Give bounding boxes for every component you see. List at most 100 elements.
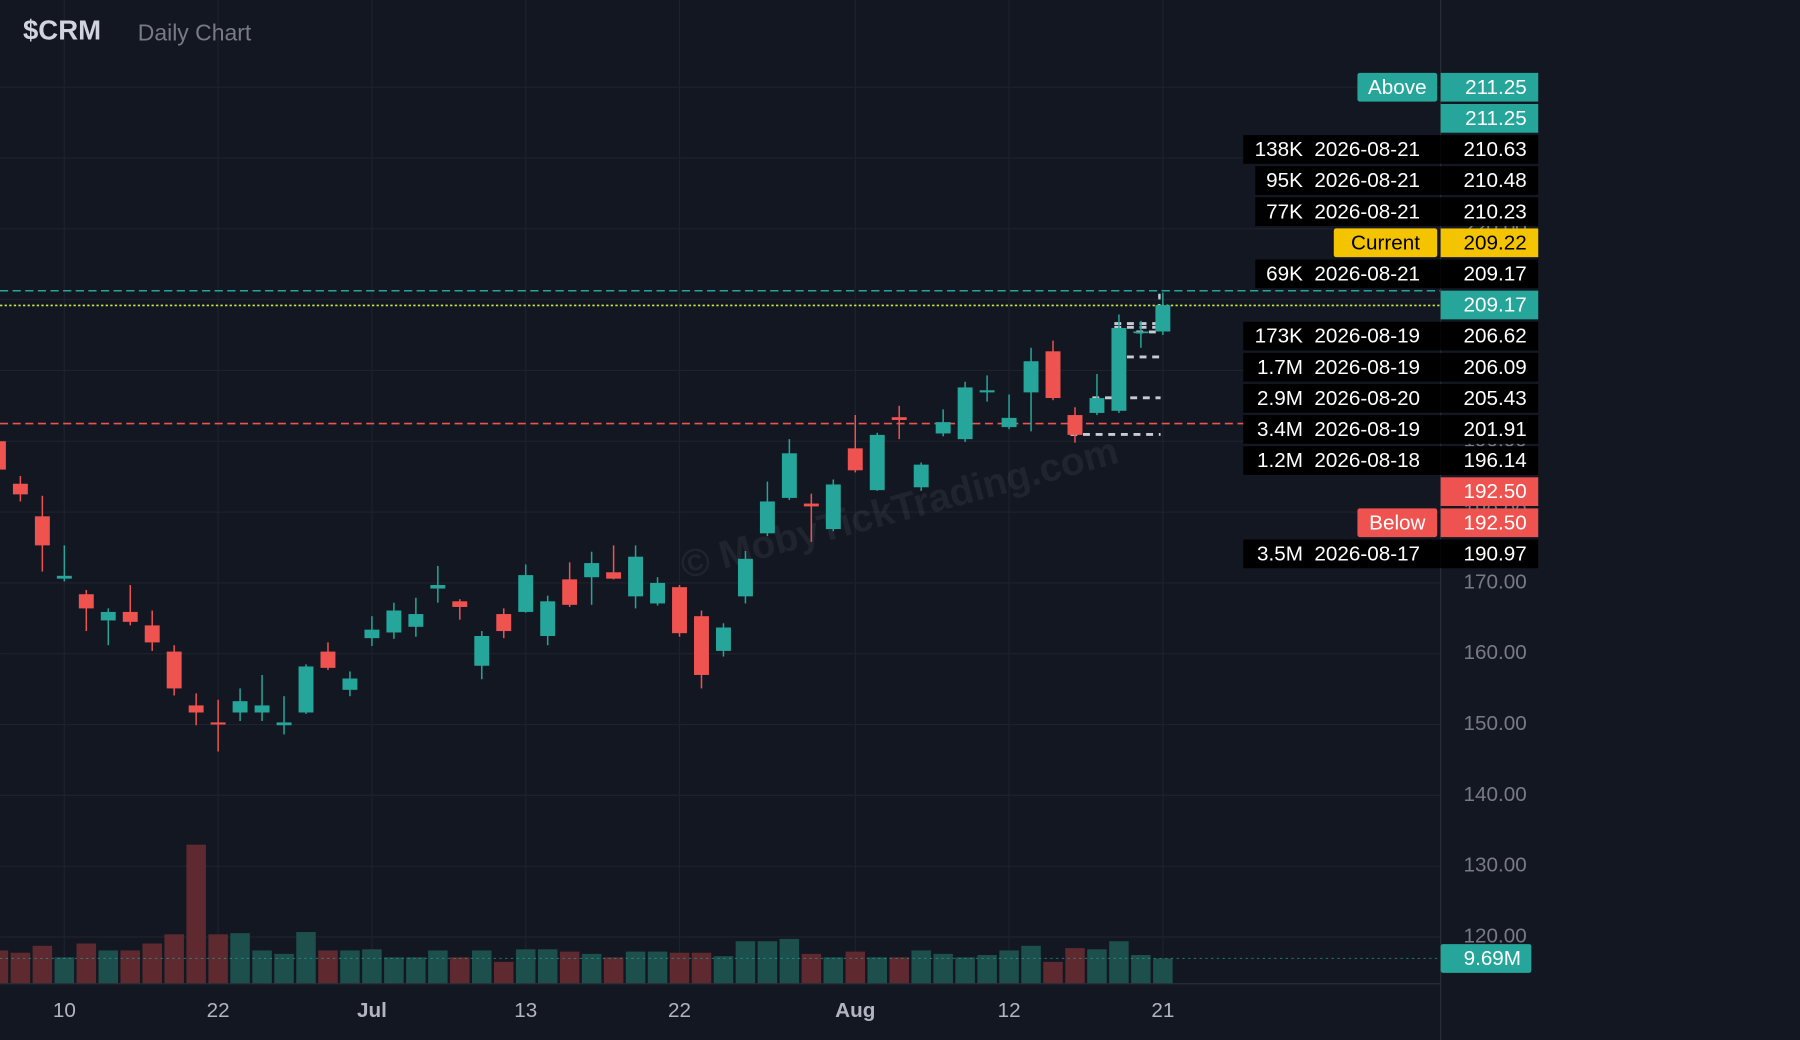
volume-bar (0, 950, 9, 984)
volume-bar (757, 941, 778, 984)
y-tick-label: 150.00 (1464, 712, 1527, 735)
candle-body (1045, 351, 1061, 399)
candle-body (562, 579, 578, 605)
volume-bar (559, 951, 580, 984)
candle-body (122, 611, 138, 622)
candle-body (518, 575, 534, 612)
volume-bar (472, 950, 492, 984)
candle-body (540, 601, 556, 637)
volume-bar (691, 952, 712, 984)
candle-body (144, 625, 160, 643)
candle-body (364, 629, 380, 639)
price-label: 205.43 (1464, 387, 1527, 410)
volume-bar (142, 943, 162, 984)
y-tick-label: 120.00 (1464, 924, 1527, 947)
order-size: 77K (1266, 200, 1303, 223)
order-label-box (1243, 539, 1441, 569)
volume-bar (406, 957, 426, 984)
y-tick-label: 170.00 (1464, 570, 1527, 593)
x-tick-label: 10 (53, 999, 76, 1022)
candle-body (694, 616, 709, 675)
volume-label: 9.69M (1464, 947, 1521, 970)
candle-body (650, 582, 666, 604)
volume-bar (823, 957, 844, 984)
candle-body (386, 610, 402, 633)
candle-body (342, 678, 358, 690)
volume-bar (647, 951, 668, 984)
price-label-box (1440, 508, 1539, 538)
order-date: 2026-08-21 (1314, 200, 1420, 223)
price-label: 210.23 (1464, 200, 1527, 223)
volume-bar (208, 934, 228, 984)
price-label-box (1440, 446, 1539, 475)
order-label-box (1255, 259, 1441, 289)
volume-bar (933, 953, 953, 984)
price-label: 196.14 (1464, 449, 1527, 472)
order-date: 2026-08-21 (1314, 169, 1420, 192)
volume-bar (955, 957, 975, 984)
candle-body (496, 614, 512, 632)
volume-bar (384, 957, 404, 984)
volume-bar (10, 952, 31, 984)
price-label-box (1440, 197, 1539, 227)
y-tick-label: 130.00 (1464, 854, 1527, 877)
candle-body (1133, 331, 1149, 334)
volume-bar (230, 933, 250, 984)
candle-body (166, 651, 182, 689)
tag-box (1333, 228, 1438, 258)
order-date: 2026-08-19 (1314, 418, 1420, 441)
chart-subtitle: Daily Chart (138, 19, 252, 45)
order-date: 2026-08-17 (1314, 542, 1420, 565)
volume-bar (1043, 961, 1063, 984)
candle-body (584, 563, 600, 578)
price-label-box (1440, 166, 1539, 195)
tag-label: Current (1351, 231, 1420, 254)
order-date: 2026-08-21 (1314, 138, 1420, 161)
x-tick-label: Jul (357, 999, 387, 1022)
candles (0, 292, 1171, 752)
candle-body (1067, 415, 1083, 435)
candle-body (1111, 327, 1127, 411)
order-size: 173K (1255, 325, 1303, 348)
price-label-box (1440, 477, 1539, 506)
candle-body (957, 387, 973, 440)
price-label: 209.17 (1464, 294, 1527, 317)
candle-body (276, 722, 292, 726)
price-label: 192.50 (1464, 480, 1527, 503)
volume-bar (76, 943, 97, 984)
volume-bar (493, 961, 514, 984)
x-tick-label: Aug (835, 999, 875, 1022)
candle-body (935, 422, 951, 434)
candle-body (254, 705, 270, 713)
volume-bar (252, 950, 272, 984)
candle-body (232, 701, 248, 713)
price-label-box (1440, 383, 1539, 413)
order-label-box (1243, 321, 1441, 351)
order-label-box (1255, 197, 1441, 227)
price-label-box (1440, 228, 1539, 258)
price-label: 211.25 (1465, 107, 1527, 130)
order-label-box (1243, 446, 1441, 475)
order-size: 138K (1255, 138, 1303, 161)
candle-body (0, 441, 6, 470)
volume-bar (911, 950, 931, 984)
volume-bar (318, 950, 338, 984)
chart-title: $CRM (23, 14, 101, 45)
price-label-box (1440, 104, 1539, 133)
volume-bar (1087, 949, 1107, 984)
x-tick-label: 12 (998, 999, 1021, 1022)
candle-body (979, 390, 995, 393)
volume-bar (98, 950, 119, 984)
x-tick-label: 22 (207, 999, 230, 1022)
volume-bar (713, 956, 734, 984)
x-tick-label: 21 (1151, 999, 1174, 1022)
price-label: 211.25 (1465, 76, 1527, 99)
price-label: 192.50 (1464, 511, 1527, 534)
tag-box (1357, 72, 1438, 102)
order-size: 95K (1266, 169, 1303, 192)
price-label: 210.63 (1464, 138, 1527, 161)
tag-label: Below (1369, 511, 1425, 534)
volume-bar (889, 957, 909, 984)
volume-bar (186, 844, 206, 984)
